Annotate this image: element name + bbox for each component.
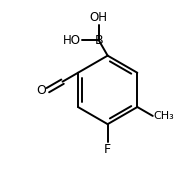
Text: OH: OH (90, 11, 108, 24)
Text: F: F (104, 143, 111, 156)
Text: HO: HO (63, 34, 81, 47)
Text: B: B (94, 34, 103, 47)
Text: CH₃: CH₃ (153, 111, 174, 121)
Text: O: O (37, 84, 47, 97)
